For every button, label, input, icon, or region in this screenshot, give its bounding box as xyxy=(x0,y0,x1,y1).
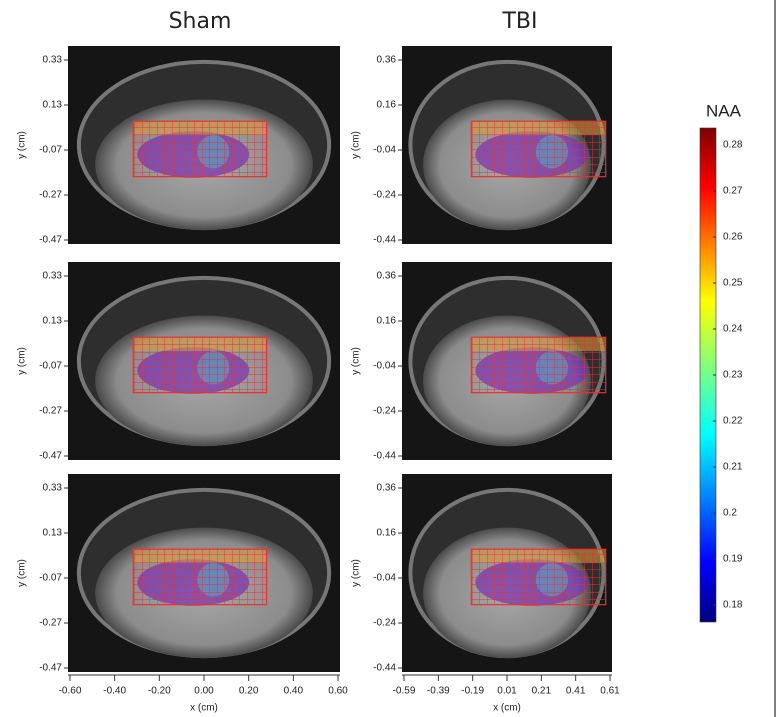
y-tick-label: 0.13 xyxy=(43,316,63,327)
x-tick-label: -0.60 xyxy=(59,686,82,697)
colorbar-tick-label: 0.18 xyxy=(723,600,743,611)
y-tick-label: -0.07 xyxy=(39,145,62,156)
x-tick-label: 0.60 xyxy=(328,686,348,697)
x-tick-label: 0.40 xyxy=(284,686,304,697)
y-tick-label: -0.47 xyxy=(39,663,62,674)
x-tick-label: 0.41 xyxy=(566,686,586,697)
x-axis-label: x (cm) xyxy=(190,703,218,714)
y-tick-label: 0.33 xyxy=(43,271,63,282)
colorbar-tick-label: 0.25 xyxy=(723,278,743,289)
colorbar-tick-label: 0.22 xyxy=(723,416,743,427)
y-tick-label: 0.36 xyxy=(377,55,397,66)
y-tick-label: 0.33 xyxy=(43,55,63,66)
x-axis-label: x (cm) xyxy=(493,703,521,714)
y-tick-label: 0.16 xyxy=(377,100,397,111)
y-axis-label: y (cm) xyxy=(351,347,362,375)
y-tick-label: 0.36 xyxy=(377,271,397,282)
y-tick-label: -0.27 xyxy=(39,618,62,629)
voxel-grid xyxy=(470,336,607,394)
x-tick-label: 0.00 xyxy=(194,686,214,697)
x-tick-label: 0.61 xyxy=(600,686,620,697)
voxel-grid xyxy=(470,548,607,606)
y-axis-label: y (cm) xyxy=(17,559,28,587)
y-tick-label: -0.47 xyxy=(39,451,62,462)
x-tick-label: -0.39 xyxy=(427,686,450,697)
x-tick-label: -0.20 xyxy=(148,686,171,697)
y-tick-label: -0.07 xyxy=(39,573,62,584)
colorbar-tick-label: 0.26 xyxy=(723,232,743,243)
y-tick-label: -0.44 xyxy=(373,451,396,462)
voxel-grid xyxy=(132,336,268,394)
y-axis-label: y (cm) xyxy=(351,559,362,587)
x-tick-label: 0.21 xyxy=(532,686,552,697)
y-tick-label: -0.27 xyxy=(39,190,62,201)
y-axis-label: y (cm) xyxy=(351,131,362,159)
y-tick-label: -0.04 xyxy=(373,145,396,156)
colorbar-tick-label: 0.28 xyxy=(723,140,743,151)
colorbar-tick-label: 0.2 xyxy=(723,508,737,519)
y-tick-label: -0.04 xyxy=(373,573,396,584)
column-title: Sham xyxy=(169,9,232,34)
y-tick-label: -0.44 xyxy=(373,235,396,246)
y-tick-label: 0.13 xyxy=(43,100,63,111)
y-tick-label: -0.07 xyxy=(39,361,62,372)
voxel-grid xyxy=(132,120,268,178)
y-tick-label: 0.33 xyxy=(43,483,63,494)
colorbar-tick-label: 0.23 xyxy=(723,370,743,381)
y-tick-label: 0.13 xyxy=(43,528,63,539)
colorbar-tick-label: 0.19 xyxy=(723,554,743,565)
x-tick-label: -0.40 xyxy=(103,686,126,697)
y-axis-label: y (cm) xyxy=(17,347,28,375)
y-tick-label: 0.16 xyxy=(377,316,397,327)
colorbar-tick-label: 0.21 xyxy=(723,462,743,473)
y-tick-label: -0.47 xyxy=(39,235,62,246)
colorbar-tick-label: 0.24 xyxy=(723,324,743,335)
y-tick-label: -0.27 xyxy=(39,406,62,417)
colorbar-label: NAA xyxy=(706,101,742,120)
x-tick-label: -0.59 xyxy=(393,686,416,697)
y-tick-label: -0.24 xyxy=(373,618,396,629)
y-tick-label: -0.24 xyxy=(373,190,396,201)
y-tick-label: -0.44 xyxy=(373,663,396,674)
voxel-grid xyxy=(470,120,607,178)
x-tick-label: -0.19 xyxy=(461,686,484,697)
y-tick-label: -0.04 xyxy=(373,361,396,372)
y-axis-label: y (cm) xyxy=(17,131,28,159)
x-tick-label: 0.20 xyxy=(239,686,259,697)
colorbar-tick-label: 0.27 xyxy=(723,186,743,197)
y-tick-label: 0.36 xyxy=(377,483,397,494)
voxel-grid xyxy=(132,548,268,606)
y-tick-label: 0.16 xyxy=(377,528,397,539)
x-tick-label: 0.01 xyxy=(497,686,517,697)
y-tick-label: -0.24 xyxy=(373,406,396,417)
column-title: TBI xyxy=(501,9,537,34)
